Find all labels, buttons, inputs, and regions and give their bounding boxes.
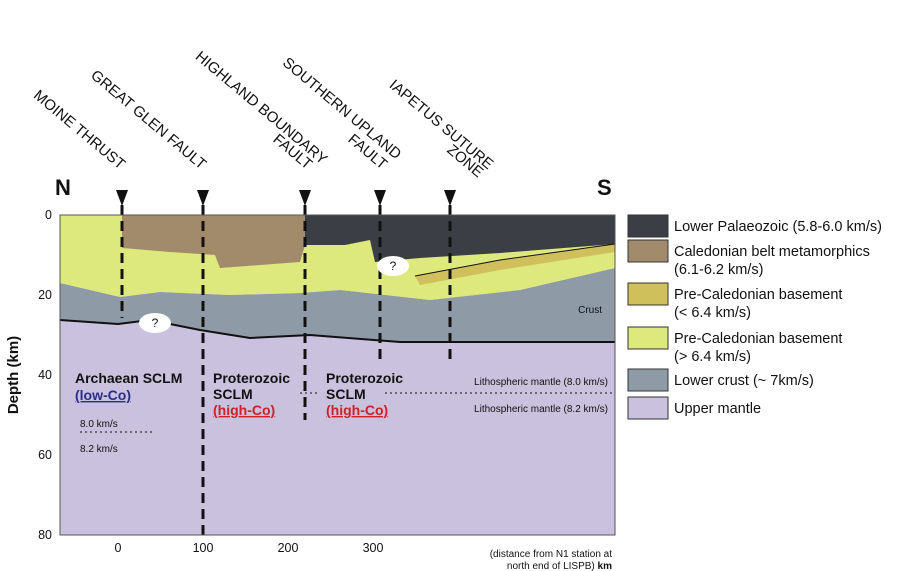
caledonian-belt bbox=[122, 215, 305, 268]
x-axis-note: north end of LISPB) bbox=[507, 561, 595, 571]
x-tick-label: 300 bbox=[363, 541, 384, 555]
region-label: Proterozoic bbox=[326, 370, 403, 386]
legend-label: Lower crust (~ 7km/s) bbox=[674, 373, 814, 389]
legend-swatch bbox=[627, 368, 669, 392]
legend-swatch bbox=[627, 214, 669, 238]
moho bbox=[59, 318, 615, 343]
region-label: Archaean SCLM bbox=[75, 370, 182, 386]
fault-markers bbox=[116, 190, 456, 206]
shape bbox=[197, 190, 209, 206]
lower-palaeozoic bbox=[305, 215, 615, 262]
shape bbox=[444, 190, 456, 206]
shape bbox=[374, 190, 386, 206]
south: S bbox=[597, 175, 612, 200]
fault-label: IAPETUS SUTURE bbox=[386, 76, 497, 173]
legend-swatch bbox=[627, 396, 669, 420]
mantle-label: Lithospheric mantle (8.0 km/s) bbox=[474, 377, 608, 388]
interface bbox=[414, 243, 616, 277]
y-axis-label: Depth (km) bbox=[5, 336, 22, 414]
region-label: SCLM bbox=[213, 386, 253, 402]
legend-label: (< 6.4 km/s) bbox=[674, 305, 751, 321]
unknown-marker bbox=[139, 313, 171, 333]
legend-label: Pre-Caledonian basement bbox=[674, 287, 842, 303]
x-tick-label: 200 bbox=[278, 541, 299, 555]
fault-label: HIGHLAND BOUNDARY bbox=[192, 48, 330, 168]
legend-swatch bbox=[627, 282, 669, 306]
legend-swatch bbox=[627, 326, 669, 350]
legend-label: (> 6.4 km/s) bbox=[674, 349, 751, 365]
legend-label: Upper mantle bbox=[674, 401, 761, 417]
region-tag: (high-Co) bbox=[213, 402, 275, 418]
velocity-label: 8.2 km/s bbox=[80, 444, 118, 455]
x-tick-label: 100 bbox=[193, 541, 214, 555]
y-tick-label: 20 bbox=[38, 288, 52, 302]
x-axis-note: north end of LISPB) km bbox=[507, 561, 612, 571]
crust-label: Crust bbox=[578, 305, 602, 316]
legend-swatch bbox=[627, 239, 669, 263]
mantle-label: Lithospheric mantle (8.2 km/s) bbox=[474, 404, 608, 415]
legend-label: (6.1-6.2 km/s) bbox=[674, 262, 763, 278]
plot-frame bbox=[59, 214, 616, 536]
unknown-label: ? bbox=[390, 259, 397, 273]
shape bbox=[299, 190, 311, 206]
x-axis-unit: km bbox=[598, 561, 613, 571]
y-tick-label: 60 bbox=[38, 448, 52, 462]
shape bbox=[116, 190, 128, 206]
north: N bbox=[55, 175, 71, 200]
legend-label: Pre-Caledonian basement bbox=[674, 331, 842, 347]
y-tick-label: 0 bbox=[45, 208, 52, 222]
velocity-label: 8.0 km/s bbox=[80, 419, 118, 430]
legend-label: Caledonian belt metamorphics bbox=[674, 244, 870, 260]
y-tick-label: 80 bbox=[38, 528, 52, 542]
region-label: SCLM bbox=[326, 386, 366, 402]
region-tag: (high-Co) bbox=[326, 402, 388, 418]
legend: Lower Palaeozoic (5.8-6.0 km/s) Caledonia… bbox=[627, 214, 882, 420]
unknown-label: ? bbox=[152, 316, 159, 330]
y-tick-label: 40 bbox=[38, 368, 52, 382]
x-axis-note: (distance from N1 station at bbox=[490, 549, 612, 560]
unknown-marker bbox=[377, 256, 409, 276]
lower-crust bbox=[60, 268, 615, 342]
region-tag: (low-Co) bbox=[75, 387, 131, 403]
legend-label: Lower Palaeozoic (5.8-6.0 km/s) bbox=[674, 219, 882, 235]
region-label: Proterozoic bbox=[213, 370, 290, 386]
basement-low bbox=[415, 244, 615, 285]
x-tick-label: 0 bbox=[115, 541, 122, 555]
